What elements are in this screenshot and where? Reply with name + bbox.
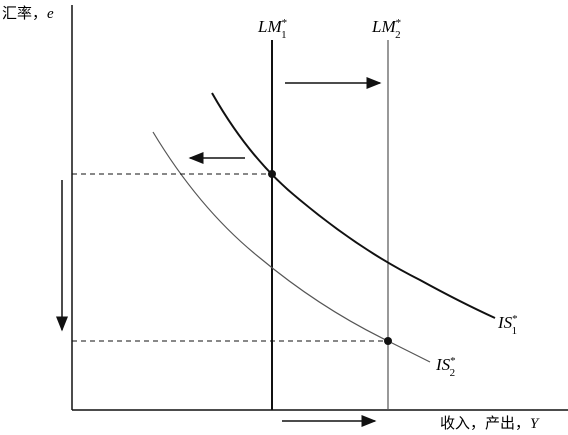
curve-label: IS* 1 bbox=[497, 313, 518, 337]
curve-label: LM* 1 bbox=[257, 17, 287, 41]
curve-label: LM* 2 bbox=[371, 17, 401, 41]
equilibrium-point bbox=[268, 170, 276, 178]
curve-label: IS* 2 bbox=[435, 355, 456, 379]
x-axis-label: 收入，产出，Y bbox=[440, 414, 540, 432]
is1-curve bbox=[211, 92, 496, 319]
y-axis-label: 汇率，e bbox=[2, 4, 54, 22]
is2-curve bbox=[152, 131, 431, 363]
equilibrium-point bbox=[384, 337, 392, 345]
